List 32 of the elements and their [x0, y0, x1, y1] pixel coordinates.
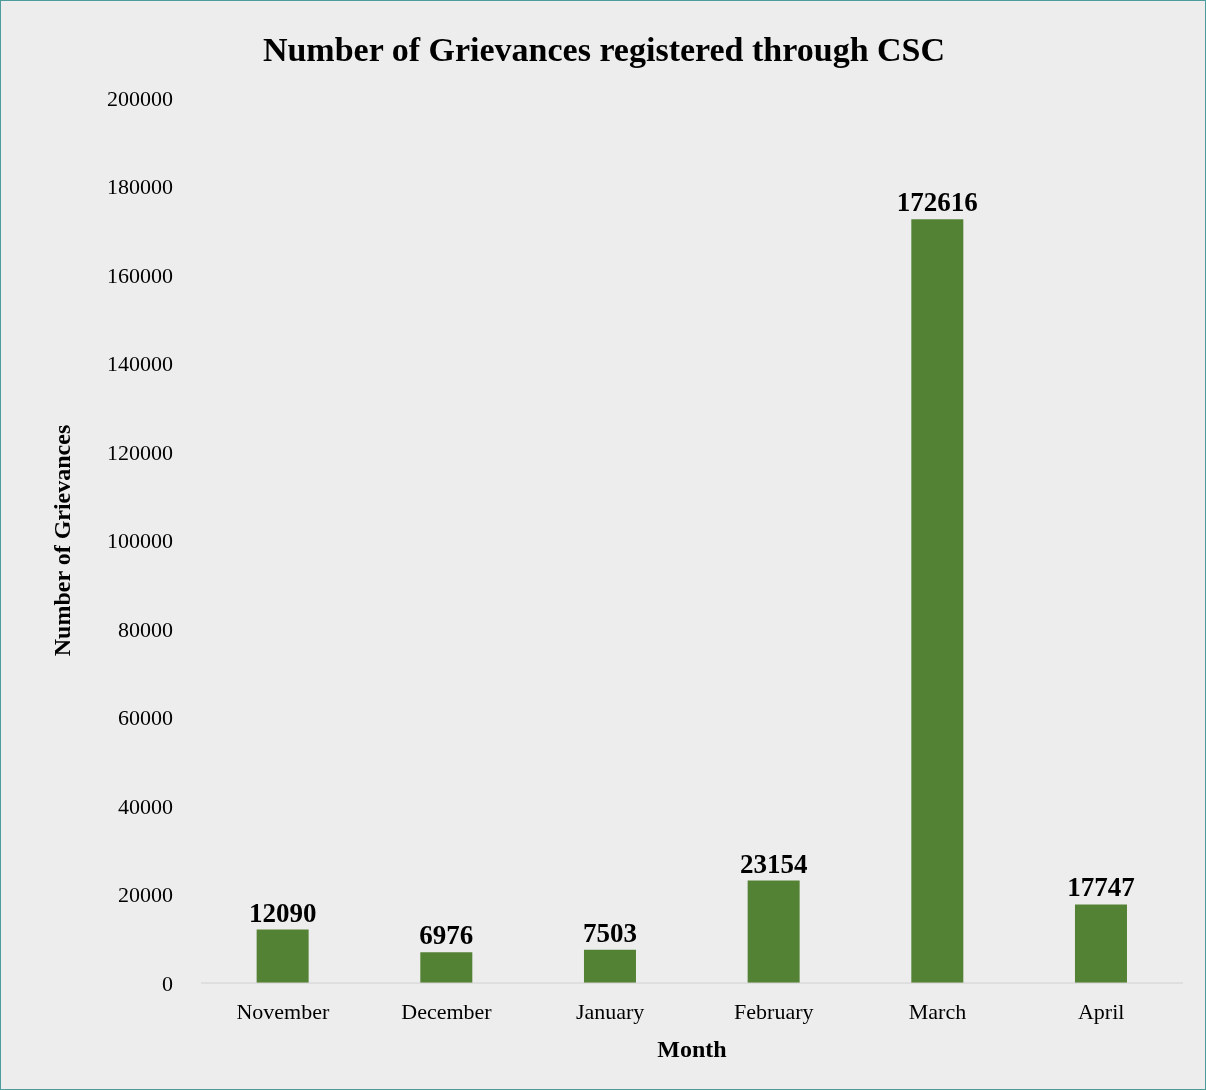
x-axis-title: Month [657, 1036, 727, 1062]
y-tick-label: 80000 [118, 616, 173, 642]
data-label: 7503 [582, 917, 637, 948]
bar [747, 880, 800, 983]
bar [420, 952, 473, 983]
x-tick-label: February [734, 998, 814, 1024]
bar [583, 949, 636, 983]
y-tick-label: 160000 [107, 262, 173, 288]
chart-title: Number of Grievances registered through CSC [261, 31, 947, 69]
x-tick-label: November [236, 998, 330, 1024]
y-tick-label: 100000 [107, 528, 173, 554]
data-label: 12090 [248, 897, 317, 928]
y-tick-label: 180000 [107, 174, 173, 200]
x-tick-label: March [908, 998, 967, 1024]
data-label: 6976 [419, 920, 474, 951]
x-tick-label: January [575, 998, 645, 1024]
bar [256, 929, 309, 983]
y-tick-label: 0 [162, 970, 173, 996]
x-tick-label: December [401, 998, 493, 1024]
y-tick-label: 140000 [107, 351, 173, 377]
y-tick-label: 40000 [118, 793, 173, 819]
bar [911, 219, 964, 983]
bar [1074, 904, 1127, 983]
y-tick-label: 60000 [118, 705, 173, 731]
data-label: 23154 [739, 848, 808, 879]
y-tick-label: 20000 [118, 882, 173, 908]
data-label: 17747 [1067, 872, 1135, 903]
y-tick-label: 120000 [107, 439, 173, 465]
x-tick-label: April [1077, 998, 1125, 1024]
y-axis-title: Number of Grievances [48, 424, 75, 657]
y-tick-label: 200000 [107, 85, 173, 111]
data-label: 172616 [896, 187, 978, 218]
